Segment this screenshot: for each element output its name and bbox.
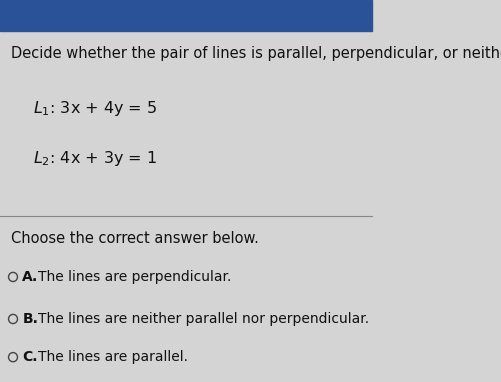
Text: Decide whether the pair of lines is parallel, perpendicular, or neither.: Decide whether the pair of lines is para… — [11, 46, 501, 61]
Text: A.: A. — [22, 270, 39, 284]
Text: The lines are parallel.: The lines are parallel. — [38, 350, 188, 364]
Text: The lines are perpendicular.: The lines are perpendicular. — [38, 270, 231, 284]
Text: The lines are neither parallel nor perpendicular.: The lines are neither parallel nor perpe… — [38, 312, 369, 326]
Text: Choose the correct answer below.: Choose the correct answer below. — [11, 231, 259, 246]
Text: C.: C. — [22, 350, 38, 364]
Text: $L_2$: 4x + 3y = 1: $L_2$: 4x + 3y = 1 — [34, 149, 157, 168]
Text: $L_1$: 3x + 4y = 5: $L_1$: 3x + 4y = 5 — [34, 99, 157, 118]
Text: B.: B. — [22, 312, 38, 326]
Bar — [0, 0, 371, 31]
